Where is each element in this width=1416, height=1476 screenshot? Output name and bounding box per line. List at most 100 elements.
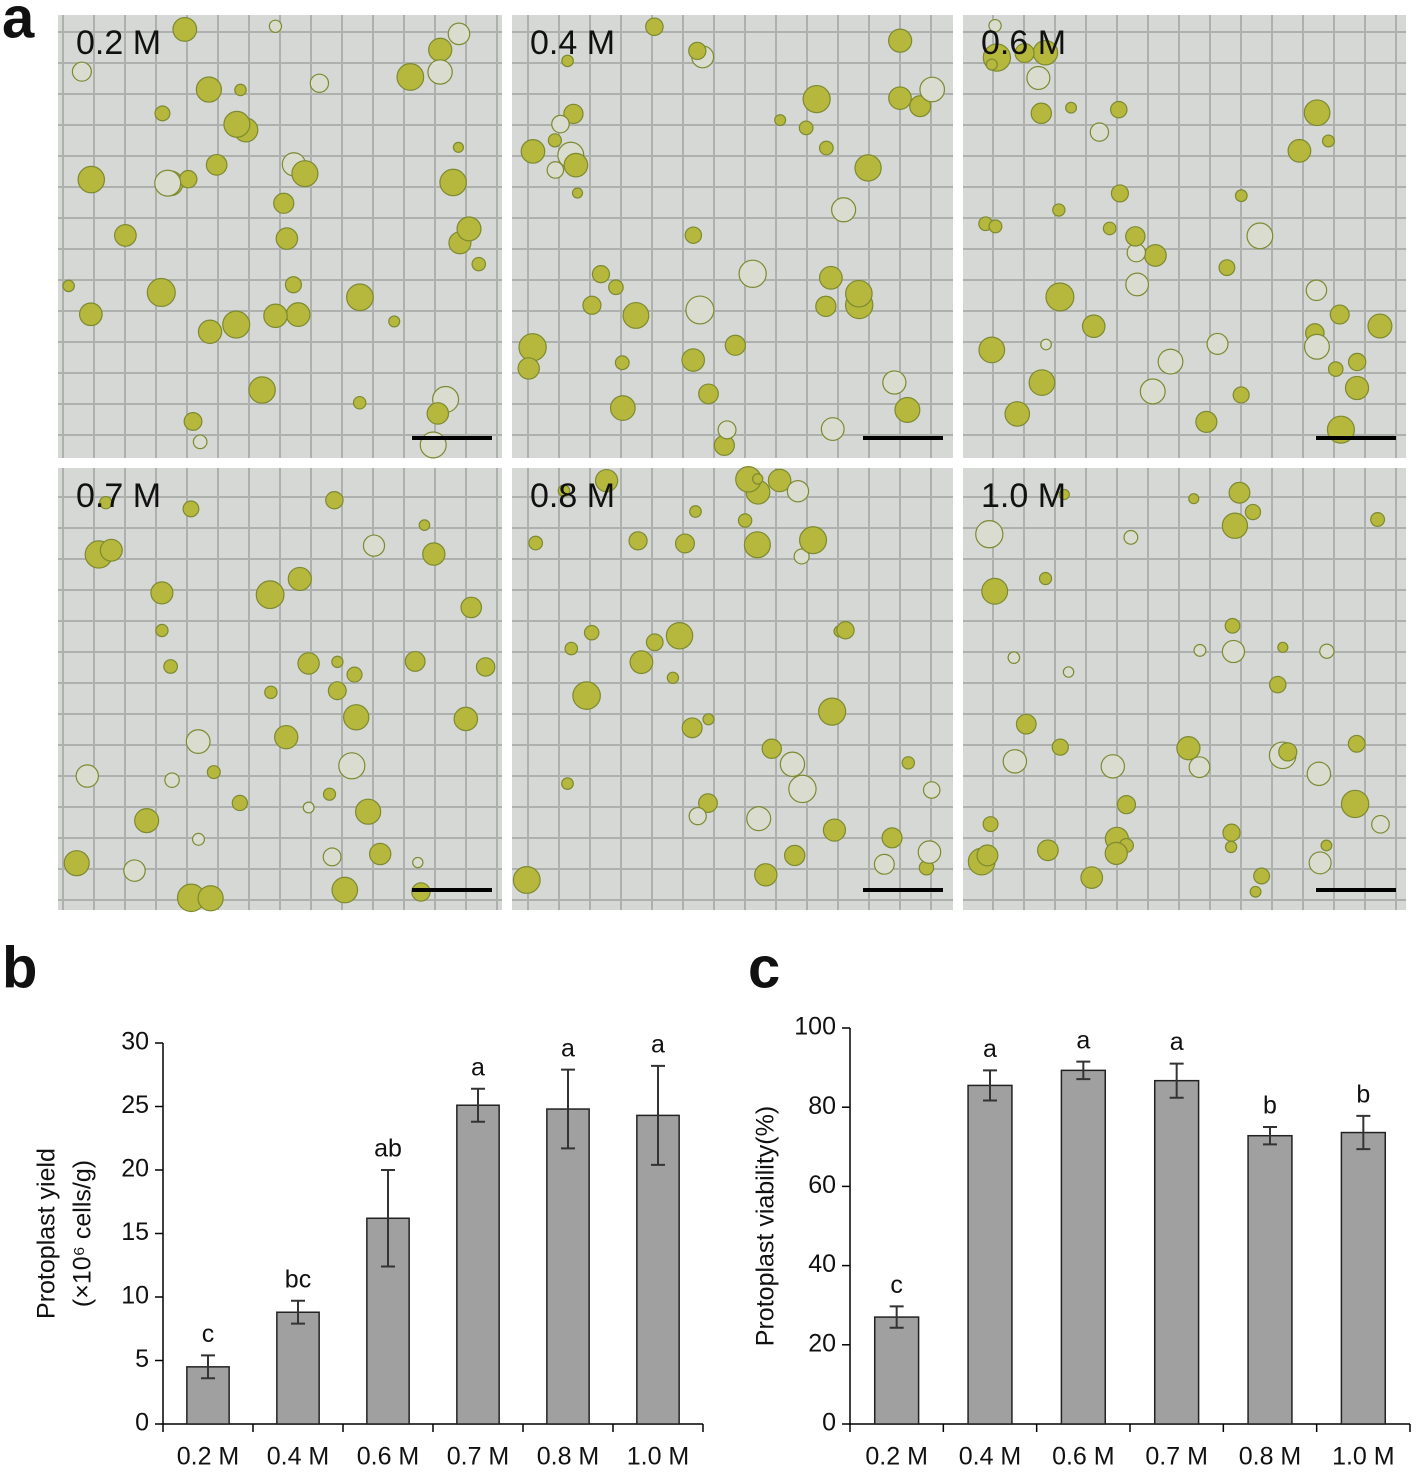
cell — [285, 302, 311, 327]
cell — [352, 395, 367, 410]
cell — [665, 622, 694, 650]
y-axis-label: Protoplast yield — [33, 1148, 61, 1319]
error-bar — [561, 1068, 575, 1150]
cell — [155, 623, 169, 638]
cell — [1228, 481, 1251, 504]
cell — [917, 840, 942, 864]
cell — [404, 650, 426, 672]
cell — [591, 265, 611, 284]
cell — [183, 412, 203, 431]
cell — [767, 468, 792, 493]
cell — [264, 685, 278, 700]
cell — [779, 751, 806, 777]
cell — [1206, 332, 1229, 355]
cell — [422, 542, 446, 566]
cell — [609, 395, 636, 421]
cell — [1110, 184, 1130, 203]
cell — [583, 624, 600, 641]
cell — [1188, 493, 1200, 505]
cell — [1308, 851, 1332, 875]
cell — [873, 853, 895, 875]
cell — [1370, 512, 1386, 528]
cell — [1040, 338, 1052, 351]
cell — [418, 519, 431, 531]
cell — [802, 84, 831, 114]
cell — [346, 283, 374, 312]
cell — [452, 141, 465, 153]
y-tick-label: 60 — [808, 1171, 836, 1199]
cell — [182, 500, 200, 518]
cell — [793, 548, 810, 565]
cell — [1109, 100, 1128, 119]
cell — [1244, 503, 1262, 521]
cell — [1030, 102, 1053, 125]
cell — [388, 315, 401, 328]
y-axis-label: Protoplast viability(%) — [752, 1106, 780, 1346]
cell — [1305, 279, 1328, 302]
cell — [205, 153, 228, 176]
y-tick-label: 25 — [121, 1091, 149, 1119]
image-label: 0.6 M — [981, 24, 1066, 62]
cell — [263, 303, 288, 329]
cell — [822, 818, 847, 842]
cell — [322, 787, 337, 801]
cell — [988, 18, 1002, 33]
significance-label: b — [1263, 1092, 1277, 1120]
cell — [645, 17, 664, 37]
cell — [551, 114, 570, 134]
cell — [63, 850, 90, 877]
cell — [737, 513, 753, 528]
cell — [645, 633, 664, 652]
cell — [1193, 643, 1207, 657]
significance-label: c — [202, 1320, 215, 1348]
cell — [1139, 378, 1166, 405]
y-tick-label: 100 — [794, 1013, 836, 1041]
x-tick-label: 0.8 M — [537, 1443, 600, 1471]
bar — [967, 1084, 1013, 1425]
error-bar — [291, 1299, 305, 1325]
error-bar — [471, 1087, 485, 1123]
bar — [1153, 1079, 1200, 1425]
cell — [338, 752, 366, 780]
cell — [62, 279, 75, 293]
cell — [1014, 43, 1035, 64]
cell — [681, 717, 703, 739]
cell — [517, 357, 540, 380]
cell — [309, 73, 330, 94]
cell — [1246, 222, 1274, 250]
cell — [255, 580, 285, 610]
cell — [894, 396, 921, 423]
cell — [674, 533, 695, 554]
cell — [528, 535, 544, 551]
cell — [1320, 839, 1333, 852]
bar — [456, 1104, 500, 1425]
cell — [888, 86, 912, 111]
cell — [426, 402, 450, 425]
panel-label: c — [748, 935, 780, 1000]
error-bar — [201, 1354, 215, 1380]
cell — [346, 666, 363, 683]
cell — [274, 724, 299, 750]
error-bar — [983, 1069, 997, 1102]
cell — [564, 641, 579, 656]
cell — [922, 781, 941, 799]
cell — [1347, 352, 1367, 372]
cell — [1221, 639, 1246, 664]
cell — [614, 355, 630, 371]
cell — [154, 169, 182, 197]
cell — [1102, 221, 1117, 236]
cell — [1080, 866, 1104, 889]
cell — [154, 105, 171, 122]
cell — [99, 538, 123, 562]
y-tick-label: 80 — [808, 1092, 836, 1120]
cell — [1065, 101, 1078, 114]
cell — [1052, 203, 1066, 217]
cell — [1143, 244, 1167, 267]
cell — [761, 738, 782, 759]
cell — [150, 581, 174, 605]
cell — [1367, 313, 1393, 339]
image-label: 0.7 M — [76, 477, 161, 515]
cell — [784, 844, 806, 867]
cell — [738, 259, 767, 289]
cell — [1157, 348, 1184, 375]
